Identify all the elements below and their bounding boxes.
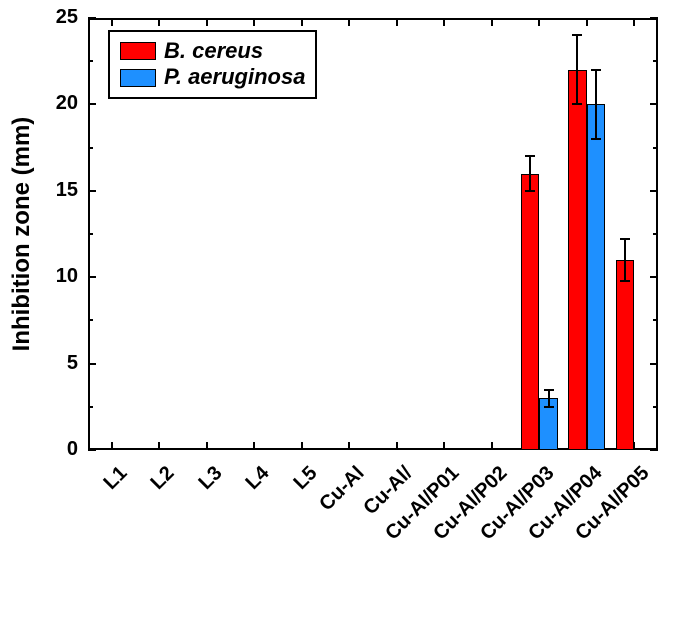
y-axis-label: Inhibition zone (mm)	[8, 114, 36, 354]
bar	[188, 448, 207, 450]
x-tick-mark	[158, 442, 160, 450]
bar	[521, 174, 540, 450]
x-tick-mark	[586, 442, 588, 450]
error-bar-cap	[591, 69, 601, 71]
bar	[587, 104, 606, 450]
error-bar-cap	[620, 280, 630, 282]
bar	[302, 448, 321, 450]
bar	[207, 448, 226, 450]
x-tick-mark	[396, 18, 398, 26]
error-bar	[548, 390, 550, 407]
x-tick-mark	[253, 18, 255, 26]
x-tick-mark	[491, 18, 493, 26]
x-tick-mark	[301, 442, 303, 450]
x-tick-mark	[111, 442, 113, 450]
y-tick-label: 5	[38, 352, 78, 375]
bar	[397, 448, 416, 450]
x-tick-mark	[111, 18, 113, 26]
x-tick-mark	[348, 442, 350, 450]
bar	[378, 448, 397, 450]
bar	[112, 448, 131, 450]
x-tick-mark	[538, 18, 540, 26]
x-tick-mark	[206, 442, 208, 450]
bar	[444, 448, 463, 450]
x-tick-mark	[301, 18, 303, 26]
bar	[634, 448, 653, 450]
x-tick-mark	[348, 18, 350, 26]
error-bar-cap	[525, 155, 535, 157]
y-tick-label: 0	[38, 438, 78, 461]
x-tick-mark	[443, 18, 445, 26]
error-bar-cap	[620, 238, 630, 240]
bar	[426, 448, 445, 450]
bar	[141, 448, 160, 450]
y-tick-label: 15	[38, 179, 78, 202]
x-tick-mark	[633, 18, 635, 26]
x-tick-mark	[206, 18, 208, 26]
bar	[93, 448, 112, 450]
error-bar-cap	[572, 34, 582, 36]
bar	[568, 70, 587, 450]
bar	[492, 448, 511, 450]
chart-root: Inhibition zone (mm) B. cereusP. aerugin…	[0, 0, 685, 593]
error-bar	[529, 156, 531, 191]
x-tick-mark	[253, 442, 255, 450]
bar	[331, 448, 350, 450]
x-tick-mark	[633, 442, 635, 450]
error-bar-cap	[572, 103, 582, 105]
error-bar-cap	[544, 389, 554, 391]
x-tick-mark	[396, 442, 398, 450]
x-tick-mark	[538, 442, 540, 450]
bar	[616, 260, 635, 450]
error-bar	[576, 35, 578, 104]
x-tick-mark	[443, 442, 445, 450]
bar	[473, 448, 492, 450]
y-tick-label: 20	[38, 92, 78, 115]
error-bar	[624, 239, 626, 280]
x-tick-mark	[158, 18, 160, 26]
x-tick-mark	[491, 442, 493, 450]
error-bar-cap	[525, 190, 535, 192]
x-tick-mark	[586, 18, 588, 26]
bar	[254, 448, 273, 450]
bar	[283, 448, 302, 450]
bar	[349, 448, 368, 450]
error-bar	[595, 70, 597, 139]
y-tick-label: 25	[38, 6, 78, 29]
error-bar-cap	[591, 138, 601, 140]
bar	[159, 448, 178, 450]
bars-layer	[88, 18, 658, 450]
y-tick-label: 10	[38, 265, 78, 288]
bar	[236, 448, 255, 450]
error-bar-cap	[544, 406, 554, 408]
